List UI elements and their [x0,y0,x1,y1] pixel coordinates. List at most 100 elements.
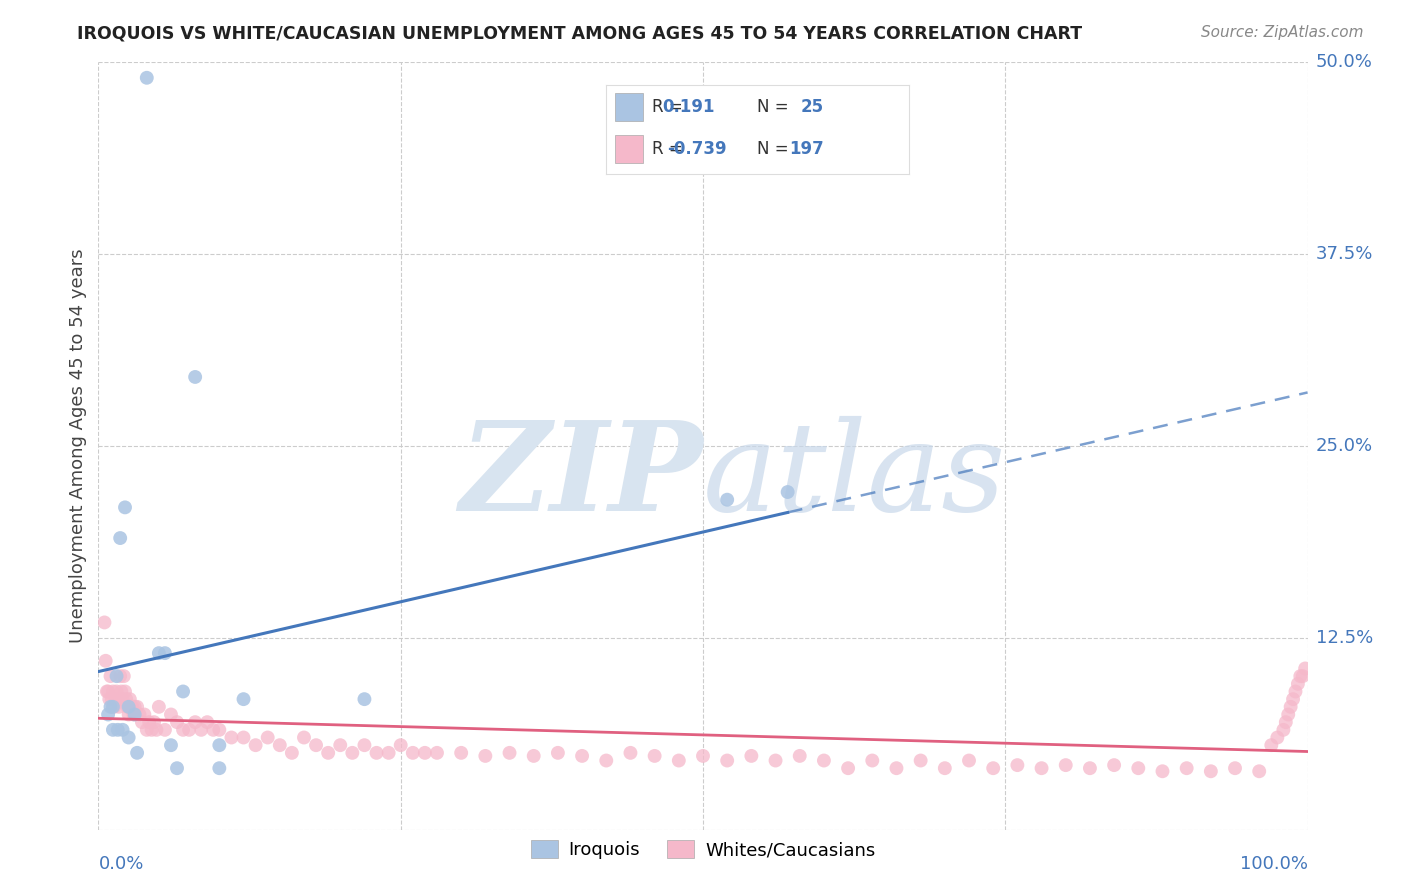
Point [813,754,835,768]
Point [179,723,201,737]
Point [1286,677,1309,691]
Point [232,692,254,706]
Point [1267,731,1289,745]
Point [523,748,546,763]
Point [329,738,352,752]
Point [292,731,315,745]
Point [208,723,231,737]
Point [110,684,132,698]
Point [316,746,339,760]
Legend: Iroquois, Whites/Caucasians: Iroquois, Whites/Caucasians [523,833,883,866]
Point [153,723,176,737]
Point [131,715,153,730]
Point [1260,738,1282,752]
Point [160,707,183,722]
Point [281,746,304,760]
Point [413,746,436,760]
Point [789,748,811,763]
Point [98,692,121,706]
Point [148,699,170,714]
Point [305,738,328,752]
Point [571,748,593,763]
Point [716,492,738,507]
Point [127,746,149,760]
Point [145,723,167,737]
Point [107,692,129,706]
Point [104,692,127,706]
Point [122,707,145,722]
Point [1175,761,1198,775]
Point [148,646,170,660]
Point [118,699,141,714]
Point [668,754,690,768]
Point [195,715,218,730]
Point [957,754,980,768]
Point [1128,761,1150,775]
Point [765,754,787,768]
Point [1007,758,1029,772]
Point [127,699,149,714]
Point [353,692,375,706]
Point [860,754,883,768]
Text: 100.0%: 100.0% [1240,855,1308,872]
Point [100,692,122,706]
Point [1078,761,1101,775]
Point [108,699,131,714]
Point [474,748,496,763]
Point [172,723,194,737]
Point [981,761,1004,775]
Point [120,699,142,714]
Point [269,738,291,752]
Point [96,684,118,698]
Point [100,699,122,714]
Point [105,684,128,698]
Point [1294,661,1316,675]
Text: 0.0%: 0.0% [98,855,143,872]
Point [166,761,188,775]
Point [1275,715,1298,730]
Point [208,738,231,752]
Text: IROQUOIS VS WHITE/CAUCASIAN UNEMPLOYMENT AMONG AGES 45 TO 54 YEARS CORRELATION C: IROQUOIS VS WHITE/CAUCASIAN UNEMPLOYMENT… [77,25,1083,43]
Point [1292,669,1315,683]
Point [172,684,194,698]
Point [221,731,243,745]
Point [141,723,163,737]
Point [837,761,859,775]
Point [377,746,399,760]
Text: atlas: atlas [703,416,1007,538]
Point [190,723,212,737]
Point [208,761,231,775]
Point [366,746,388,760]
Point [112,669,135,683]
Point [1102,758,1125,772]
Point [93,615,115,630]
Point [101,699,124,714]
Point [101,684,124,698]
Point [595,754,617,768]
Text: Source: ZipAtlas.com: Source: ZipAtlas.com [1201,25,1364,40]
Point [105,669,128,683]
Point [1199,764,1222,779]
Point [115,692,138,706]
Point [256,731,278,745]
Point [135,723,157,737]
Point [97,707,120,722]
Point [1152,764,1174,779]
Point [389,738,412,752]
Point [184,370,207,384]
Point [232,731,254,745]
Point [353,738,375,752]
Point [117,699,139,714]
Point [114,684,136,698]
Point [121,699,143,714]
Point [450,746,472,760]
Point [692,748,714,763]
Text: 37.5%: 37.5% [1316,245,1374,263]
Text: 12.5%: 12.5% [1316,629,1374,647]
Point [1277,707,1299,722]
Point [103,699,125,714]
Point [776,485,799,500]
Point [202,723,225,737]
Point [108,531,131,545]
Point [498,746,520,760]
